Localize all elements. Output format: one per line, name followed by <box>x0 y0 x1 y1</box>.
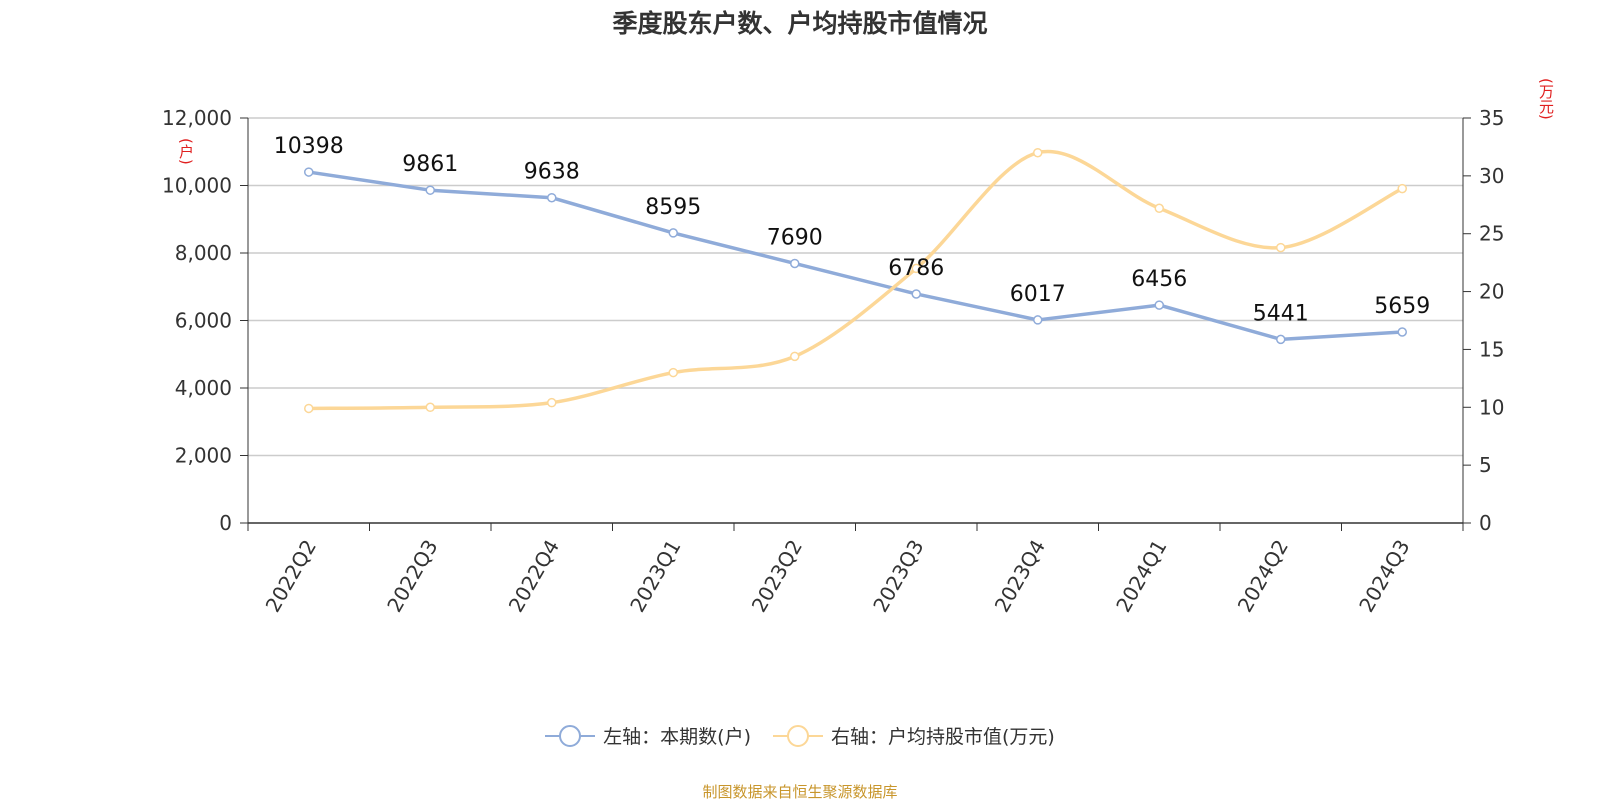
x-axis-tick-label: 2023Q1 <box>625 536 685 617</box>
x-axis-tick-label: 2024Q1 <box>1111 536 1171 617</box>
left-axis-tick-label: 10,000 <box>162 174 232 198</box>
series-line-1 <box>308 170 1403 342</box>
right-axis-tick-label: 10 <box>1479 395 1504 419</box>
series-1-point <box>911 289 921 299</box>
legend: 左轴：本期数(户) 右轴：户均持股市值(万元) <box>0 722 1600 749</box>
series-2-point <box>425 402 435 413</box>
series-1-point <box>425 185 435 195</box>
series-2-point <box>1397 183 1407 194</box>
series-2-point <box>1154 203 1164 214</box>
series-1-point <box>1397 327 1407 337</box>
data-label: 10398 <box>274 134 344 159</box>
chart-title: 季度股东户数、户均持股市值情况 <box>612 9 988 38</box>
x-axis-tick-label: 2024Q2 <box>1233 536 1293 617</box>
series-2-point <box>547 397 557 408</box>
right-axis-tick-label: 15 <box>1479 337 1504 361</box>
legend-item-series1[interactable]: 左轴：本期数(户) <box>545 722 751 749</box>
axes: 0 2,000 4,000 6,000 8,000 10,000 12,000 0 5 10 15 2… <box>162 106 1504 616</box>
series-2-point <box>790 351 800 362</box>
series-points <box>304 147 1407 414</box>
left-axis-tick-label: 12,000 <box>162 106 232 130</box>
right-axis-tick-label: 5 <box>1479 453 1492 477</box>
series-2-point <box>911 263 921 274</box>
data-label: 7690 <box>767 225 823 250</box>
series-1-point <box>1154 300 1164 310</box>
data-label: 8595 <box>645 195 701 220</box>
series-1-point <box>1033 315 1043 325</box>
data-label: 6017 <box>1010 282 1066 307</box>
series-1-point <box>1276 334 1286 345</box>
x-axis-tick-label: 2023Q3 <box>868 536 928 617</box>
x-axis-tick-label: 2022Q2 <box>261 536 321 617</box>
data-label: 5659 <box>1374 294 1430 319</box>
left-axis-tick-label: 6,000 <box>175 309 232 333</box>
series-2-point <box>304 403 314 414</box>
x-axis-tick-label: 2022Q3 <box>382 536 442 617</box>
series-2-point <box>1276 242 1286 253</box>
legend-label-series2: 右轴：户均持股市值(万元) <box>831 726 1055 748</box>
data-label: 6786 <box>888 256 944 281</box>
data-label: 5441 <box>1253 301 1309 326</box>
series-lines <box>308 149 1404 411</box>
right-axis-tick-label: 30 <box>1479 164 1504 188</box>
x-axis-tick-label: 2023Q2 <box>747 536 807 617</box>
x-axis-tick-label: 2023Q4 <box>990 536 1050 617</box>
right-axis-tick-label: 25 <box>1479 222 1504 246</box>
series-2-point <box>668 367 678 378</box>
left-axis-tick-label: 2,000 <box>175 444 232 468</box>
series-1-point <box>668 228 678 238</box>
data-label: 6456 <box>1131 267 1187 292</box>
data-source-note: 制图数据来自恒生聚源数据库 <box>702 783 898 801</box>
left-axis-tick-label: 4,000 <box>175 376 232 400</box>
data-label: 9638 <box>524 160 580 185</box>
series-1-point <box>790 258 800 269</box>
legend-marker-series2 <box>773 724 823 747</box>
data-label: 9861 <box>402 152 458 177</box>
right-axis-tick-label: 35 <box>1479 106 1504 130</box>
legend-label-series1: 左轴：本期数(户) <box>603 726 751 748</box>
x-axis-tick-label: 2022Q4 <box>504 536 564 617</box>
data-labels: 10398 9861 9638 8595 7690 6786 6017 6456 5441 565… <box>274 134 1431 326</box>
left-axis-tick-label: 8,000 <box>175 241 232 265</box>
legend-item-series2[interactable]: 右轴：户均持股市值(万元) <box>773 722 1055 749</box>
x-axis-tick-label: 2024Q3 <box>1354 536 1414 617</box>
series-2-point <box>1033 147 1043 158</box>
right-axis-tick-label: 0 <box>1479 511 1492 535</box>
legend-marker-series1 <box>545 724 596 747</box>
left-axis-tick-label: 0 <box>219 511 232 535</box>
right-axis-tick-label: 20 <box>1479 280 1504 304</box>
series-line-2 <box>308 149 1404 411</box>
left-axis-unit: (户) <box>177 138 195 165</box>
series-1-point <box>547 192 557 203</box>
right-axis-unit: (万元) <box>1537 78 1555 120</box>
series-1-point <box>304 167 314 177</box>
